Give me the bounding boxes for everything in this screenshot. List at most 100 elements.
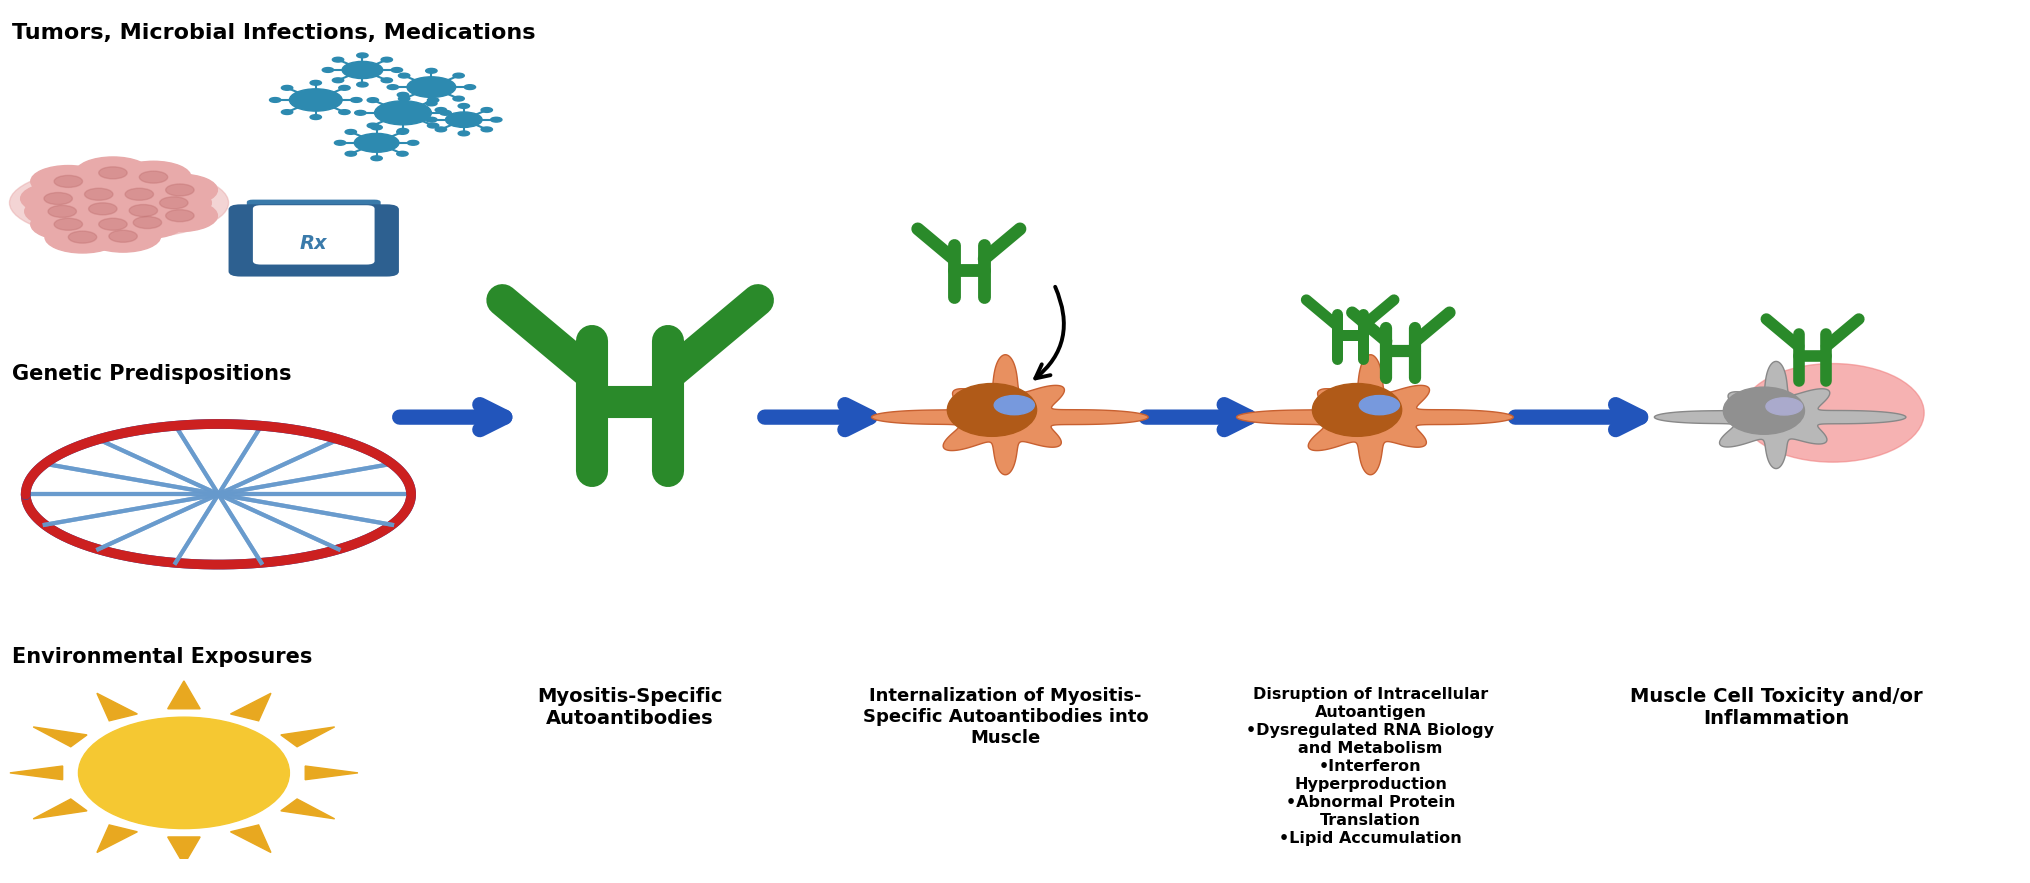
Ellipse shape [79,717,288,828]
Circle shape [426,101,436,106]
Circle shape [140,171,168,183]
Circle shape [382,57,392,62]
Circle shape [65,193,140,224]
Circle shape [398,128,408,133]
Circle shape [453,73,465,78]
Circle shape [357,82,367,87]
Circle shape [481,108,491,112]
Circle shape [434,127,447,132]
Circle shape [134,216,162,229]
Text: Internalization of Myositis-
Specific Autoantibodies into
Muscle: Internalization of Myositis- Specific Au… [863,687,1147,747]
Circle shape [426,123,438,128]
Circle shape [45,192,73,205]
Circle shape [85,221,160,253]
Circle shape [408,140,418,145]
Circle shape [85,188,114,200]
Circle shape [24,195,99,227]
Circle shape [270,97,280,102]
Circle shape [382,78,392,83]
Circle shape [55,176,83,187]
Ellipse shape [1742,364,1922,462]
Circle shape [288,89,341,111]
Circle shape [333,78,343,83]
Circle shape [333,57,343,62]
Circle shape [367,98,378,102]
Circle shape [166,184,195,196]
Circle shape [398,96,410,101]
Circle shape [351,97,361,102]
Circle shape [371,125,382,130]
Circle shape [311,80,321,86]
Circle shape [426,117,436,122]
Polygon shape [304,766,357,780]
Circle shape [398,93,408,97]
Polygon shape [10,766,63,780]
Circle shape [434,108,447,112]
Circle shape [481,127,491,132]
Circle shape [99,167,128,179]
Text: Muscle Cell Toxicity and/or
Inflammation: Muscle Cell Toxicity and/or Inflammation [1628,687,1922,728]
Circle shape [49,206,77,217]
Circle shape [89,203,118,215]
Circle shape [142,200,217,231]
Circle shape [102,178,177,210]
Circle shape [136,187,211,219]
Ellipse shape [10,166,229,239]
Ellipse shape [1358,396,1399,415]
Circle shape [110,230,138,242]
Ellipse shape [995,396,1033,415]
Circle shape [345,151,357,156]
Polygon shape [280,727,335,747]
Circle shape [453,96,465,101]
Circle shape [339,109,349,115]
Polygon shape [97,693,138,721]
Circle shape [106,194,181,226]
Polygon shape [871,355,1147,475]
Circle shape [339,86,349,90]
Circle shape [426,68,436,73]
Circle shape [282,109,292,115]
Circle shape [357,53,367,57]
Polygon shape [32,727,87,747]
Circle shape [371,156,382,161]
Circle shape [341,62,382,79]
Ellipse shape [1723,387,1803,434]
Text: Rx: Rx [300,234,327,253]
Circle shape [282,86,292,90]
Polygon shape [280,799,335,819]
Text: Myositis-Specific
Autoantibodies: Myositis-Specific Autoantibodies [538,687,723,728]
Circle shape [126,188,154,200]
Circle shape [30,165,106,197]
Circle shape [392,68,402,72]
Circle shape [465,85,475,89]
Circle shape [491,117,501,122]
Text: Genetic Predispositions: Genetic Predispositions [12,365,290,384]
Ellipse shape [1311,383,1401,436]
Circle shape [20,183,95,215]
Text: Disruption of Intracellular
Autoantigen
•Dysregulated RNA Biology
and Metabolism: Disruption of Intracellular Autoantigen … [1246,687,1494,846]
Text: Tumors, Microbial Infections, Medications: Tumors, Microbial Infections, Medication… [12,23,534,42]
Circle shape [30,208,106,240]
Circle shape [69,231,97,243]
Circle shape [396,130,408,134]
Circle shape [406,77,455,97]
Circle shape [426,98,438,102]
Ellipse shape [946,383,1035,436]
Circle shape [355,110,365,115]
Circle shape [388,85,398,89]
Polygon shape [97,825,138,852]
Circle shape [396,151,408,156]
Circle shape [55,218,83,230]
Circle shape [75,157,150,189]
Polygon shape [32,799,87,819]
Circle shape [75,208,150,240]
Circle shape [374,101,430,125]
FancyBboxPatch shape [254,205,374,265]
Circle shape [61,178,136,210]
Circle shape [367,123,378,128]
Circle shape [459,103,469,109]
Polygon shape [231,825,270,852]
Polygon shape [1236,355,1512,475]
Circle shape [311,115,321,119]
Circle shape [345,130,357,134]
